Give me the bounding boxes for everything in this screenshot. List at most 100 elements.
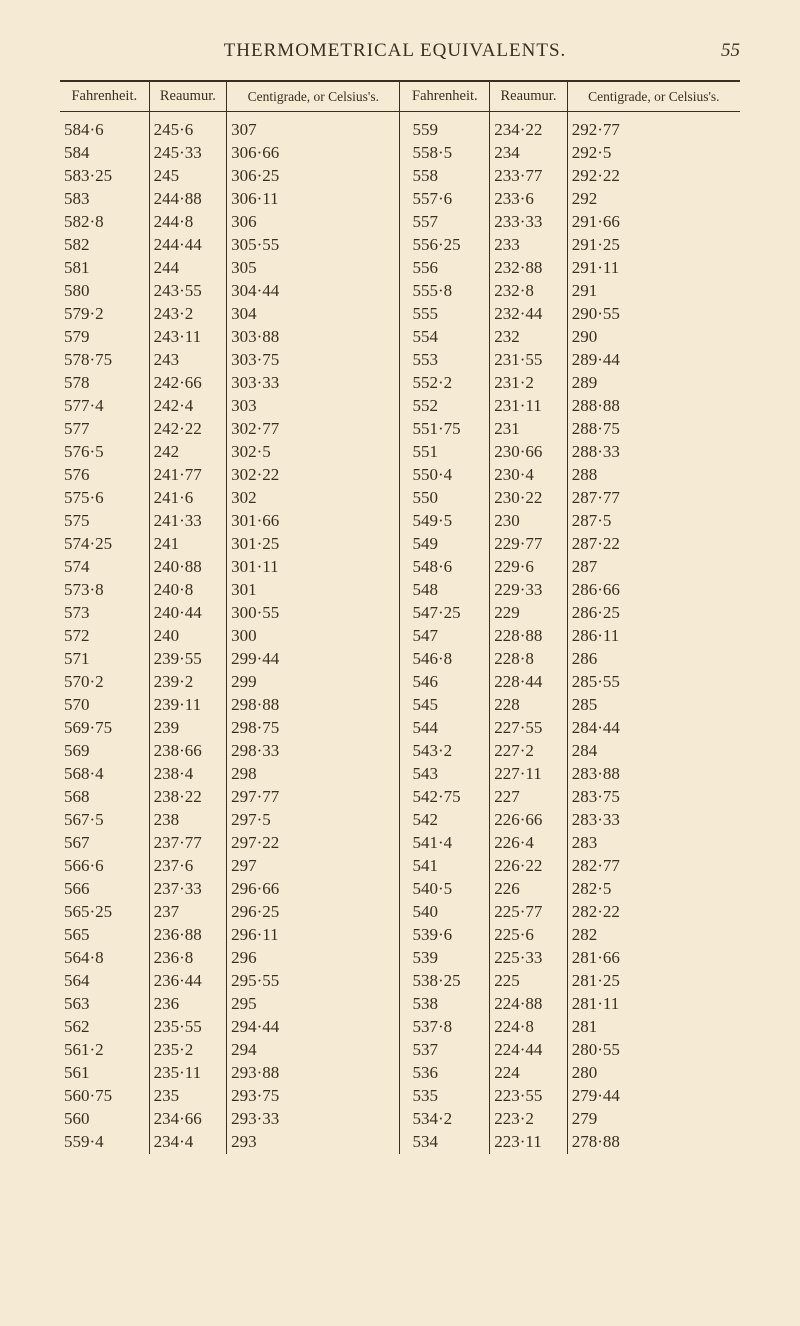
table-cell: 239·2 — [149, 671, 226, 694]
table-cell: 290 — [567, 326, 740, 349]
table-cell: 296 — [227, 947, 400, 970]
table-cell: 283·75 — [567, 786, 740, 809]
column-header: Centigrade, or Celsius's. — [227, 82, 400, 112]
table-cell: 547 — [400, 625, 490, 648]
table-cell: 296·66 — [227, 878, 400, 901]
table-cell: 231·55 — [490, 349, 567, 372]
table-cell: 539 — [400, 947, 490, 970]
table-header-row: Fahrenheit. Reaumur. Centigrade, or Cels… — [60, 82, 740, 112]
table-cell: 232·88 — [490, 257, 567, 280]
table-cell: 287·77 — [567, 487, 740, 510]
table-cell: 281 — [567, 1016, 740, 1039]
table-row: 579·2243·2304555232·44290·55 — [60, 303, 740, 326]
column-header: Fahrenheit. — [60, 82, 149, 112]
column-header: Reaumur. — [149, 82, 226, 112]
table-cell: 546·8 — [400, 648, 490, 671]
table-cell: 302·5 — [227, 441, 400, 464]
table-cell: 569 — [60, 740, 149, 763]
table-row: 576241·77302·22550·4230·4288 — [60, 464, 740, 487]
table-row: 565·25237296·25540225·77282·22 — [60, 901, 740, 924]
table-cell: 293 — [227, 1131, 400, 1154]
table-cell: 243 — [149, 349, 226, 372]
table-cell: 297·22 — [227, 832, 400, 855]
table-cell: 562 — [60, 1016, 149, 1039]
table-row: 581244305556232·88291·11 — [60, 257, 740, 280]
table-cell: 294·44 — [227, 1016, 400, 1039]
table-cell: 564 — [60, 970, 149, 993]
table-cell: 548·6 — [400, 556, 490, 579]
table-cell: 292·5 — [567, 142, 740, 165]
table-cell: 574 — [60, 556, 149, 579]
table-body: 584·6245·6307559234·22292·77584245·33306… — [60, 112, 740, 1154]
table-cell: 236 — [149, 993, 226, 1016]
table-cell: 227·11 — [490, 763, 567, 786]
table-row: 568238·22297·77542·75227283·75 — [60, 786, 740, 809]
table-cell: 234·66 — [149, 1108, 226, 1131]
table-cell: 567·5 — [60, 809, 149, 832]
table-cell: 583 — [60, 188, 149, 211]
table-cell: 236·88 — [149, 924, 226, 947]
table-cell: 283 — [567, 832, 740, 855]
table-cell: 551·75 — [400, 418, 490, 441]
table-cell: 223·11 — [490, 1131, 567, 1154]
table-cell: 556·25 — [400, 234, 490, 257]
table-cell: 292·77 — [567, 112, 740, 142]
table-row: 560·75235293·75535223·55279·44 — [60, 1085, 740, 1108]
table-row: 582244·44305·55556·25233291·25 — [60, 234, 740, 257]
table-cell: 568·4 — [60, 763, 149, 786]
table-cell: 555 — [400, 303, 490, 326]
table-cell: 540·5 — [400, 878, 490, 901]
table-row: 577242·22302·77551·75231288·75 — [60, 418, 740, 441]
table-cell: 575·6 — [60, 487, 149, 510]
table-row: 578242·66303·33552·2231·2289 — [60, 372, 740, 395]
table-row: 570·2239·2299546228·44285·55 — [60, 671, 740, 694]
table-cell: 305·55 — [227, 234, 400, 257]
table-cell: 238·4 — [149, 763, 226, 786]
table-cell: 582 — [60, 234, 149, 257]
table-cell: 230·22 — [490, 487, 567, 510]
table-cell: 227 — [490, 786, 567, 809]
table-cell: 563 — [60, 993, 149, 1016]
table-cell: 541 — [400, 855, 490, 878]
table-cell: 578 — [60, 372, 149, 395]
table-cell: 580 — [60, 280, 149, 303]
table-cell: 556 — [400, 257, 490, 280]
table-row: 567·5238297·5542226·66283·33 — [60, 809, 740, 832]
table-cell: 571 — [60, 648, 149, 671]
table-cell: 558 — [400, 165, 490, 188]
table-cell: 307 — [227, 112, 400, 142]
page-header: THERMOMETRICAL EQUIVALENTS. 55 — [60, 40, 740, 62]
table-cell: 235·55 — [149, 1016, 226, 1039]
table-cell: 240·8 — [149, 579, 226, 602]
table-cell: 242·66 — [149, 372, 226, 395]
table-cell: 577·4 — [60, 395, 149, 418]
table-cell: 235·2 — [149, 1039, 226, 1062]
table-row: 584245·33306·66558·5234292·5 — [60, 142, 740, 165]
table-cell: 558·5 — [400, 142, 490, 165]
table-row: 583244·88306·11557·6233·6292 — [60, 188, 740, 211]
table-cell: 537 — [400, 1039, 490, 1062]
table-cell: 550 — [400, 487, 490, 510]
table-cell: 233·77 — [490, 165, 567, 188]
table-cell: 573 — [60, 602, 149, 625]
table-cell: 233 — [490, 234, 567, 257]
table-cell: 282·77 — [567, 855, 740, 878]
table-cell: 559·4 — [60, 1131, 149, 1154]
table-cell: 287·22 — [567, 533, 740, 556]
table-cell: 549·5 — [400, 510, 490, 533]
table-cell: 297·5 — [227, 809, 400, 832]
table-cell: 283·33 — [567, 809, 740, 832]
table-cell: 226·22 — [490, 855, 567, 878]
table-cell: 288·88 — [567, 395, 740, 418]
table-cell: 232 — [490, 326, 567, 349]
table-cell: 286 — [567, 648, 740, 671]
table-cell: 306·11 — [227, 188, 400, 211]
table-cell: 228·44 — [490, 671, 567, 694]
table-cell: 285·55 — [567, 671, 740, 694]
table-row: 569·75239298·75544227·55284·44 — [60, 717, 740, 740]
table-cell: 229 — [490, 602, 567, 625]
table-cell: 570 — [60, 694, 149, 717]
table-cell: 231·11 — [490, 395, 567, 418]
table-cell: 561·2 — [60, 1039, 149, 1062]
table-cell: 284·44 — [567, 717, 740, 740]
